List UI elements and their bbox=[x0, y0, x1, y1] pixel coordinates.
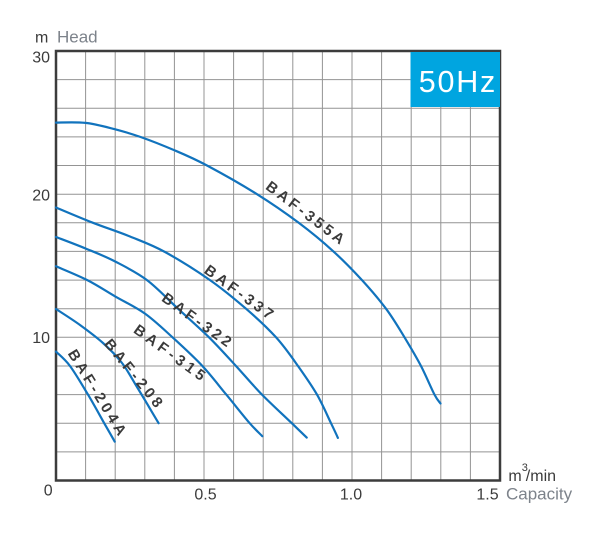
svg-text:Capacity: Capacity bbox=[506, 484, 573, 503]
svg-text:m: m bbox=[508, 468, 521, 485]
svg-text:Head: Head bbox=[57, 28, 98, 47]
svg-text:30: 30 bbox=[32, 50, 50, 67]
svg-text:50Hz: 50Hz bbox=[419, 65, 497, 99]
svg-text:1.0: 1.0 bbox=[340, 486, 362, 503]
svg-text:10: 10 bbox=[32, 330, 50, 347]
svg-text:0: 0 bbox=[44, 483, 53, 500]
svg-text:/min: /min bbox=[526, 468, 556, 485]
svg-text:1.5: 1.5 bbox=[476, 486, 498, 503]
svg-text:m: m bbox=[35, 30, 48, 47]
svg-text:0.5: 0.5 bbox=[194, 486, 216, 503]
svg-text:20: 20 bbox=[32, 188, 50, 205]
svg-text:3: 3 bbox=[522, 462, 528, 474]
